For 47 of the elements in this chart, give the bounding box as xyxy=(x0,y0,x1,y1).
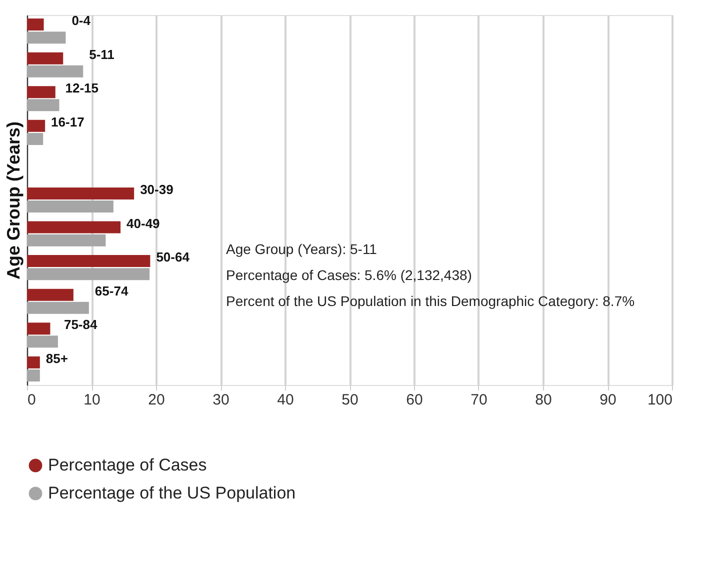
x-tick-label: 80 xyxy=(535,392,552,408)
bar xyxy=(27,369,40,382)
legend-label: Percentage of Cases xyxy=(48,456,207,474)
bar xyxy=(27,187,134,200)
bar xyxy=(27,32,66,44)
bar xyxy=(27,65,84,78)
bar xyxy=(27,86,56,98)
bar xyxy=(27,18,44,31)
legend-label: Percentage of the US Population xyxy=(48,484,296,502)
x-tick-label: 100 xyxy=(647,392,672,408)
annotation: Percentage of Cases: 5.6% (2,132,438) xyxy=(226,267,472,283)
x-tick-label: 30 xyxy=(212,392,230,408)
bar xyxy=(27,234,106,246)
x-tick-label: 40 xyxy=(277,392,294,408)
x-tick-label: 70 xyxy=(470,392,488,408)
bar xyxy=(27,255,150,268)
bar xyxy=(27,302,89,314)
bar xyxy=(27,52,64,64)
x-tick-label: 50 xyxy=(342,392,358,408)
annotation: Age Group (Years): 5-11 xyxy=(226,241,378,257)
x-tick-label: 60 xyxy=(406,392,423,408)
y-tick-label: 12-15 xyxy=(65,80,98,96)
bar xyxy=(27,221,121,234)
bar xyxy=(27,268,150,280)
y-tick-label: 65-74 xyxy=(94,283,129,298)
y-axis-title: Age Group (Years) xyxy=(4,121,24,280)
x-tick-label: 10 xyxy=(84,392,100,408)
y-tick-label: 75-84 xyxy=(64,317,98,332)
y-tick-label: 85+ xyxy=(46,350,68,366)
y-tick-label: 16-17 xyxy=(51,114,84,130)
bar xyxy=(27,336,58,348)
x-tick-label: 0 xyxy=(28,392,36,408)
y-tick-label: 40-49 xyxy=(126,216,160,231)
bar xyxy=(27,356,40,368)
bar xyxy=(27,99,60,112)
x-tick-label: 90 xyxy=(600,392,616,408)
y-tick-label: 0-4 xyxy=(72,13,92,28)
bar xyxy=(27,120,46,132)
x-tick-label: 20 xyxy=(148,392,165,408)
bar xyxy=(27,288,74,301)
bar xyxy=(27,322,50,335)
y-tick-label: 30-39 xyxy=(140,182,174,197)
y-tick-label: 50-64 xyxy=(156,250,190,265)
bar xyxy=(27,200,114,213)
y-tick-label: 5-11 xyxy=(89,46,114,62)
annotation: Percent of the US Population in this Demographic Category: 8.7% xyxy=(226,293,635,309)
bar xyxy=(27,132,44,145)
